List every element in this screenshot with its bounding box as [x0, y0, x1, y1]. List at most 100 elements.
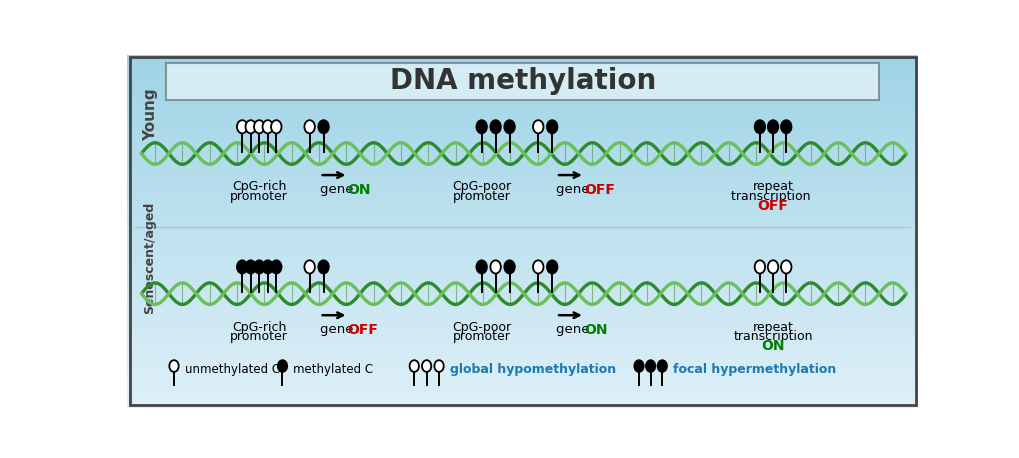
Ellipse shape: [533, 260, 543, 273]
Bar: [127, 378, 917, 379]
Bar: [127, 101, 917, 103]
Bar: [127, 103, 917, 104]
Ellipse shape: [277, 360, 287, 372]
Bar: [127, 402, 917, 404]
Text: repeat: repeat: [752, 180, 793, 193]
Bar: [127, 328, 917, 330]
Bar: [127, 270, 917, 272]
Text: CpG-rich: CpG-rich: [232, 321, 286, 333]
Bar: [127, 360, 917, 362]
Text: gene: gene: [555, 323, 593, 336]
Bar: [127, 76, 917, 78]
Bar: [127, 344, 917, 346]
Bar: [127, 180, 917, 182]
Text: CpG-poor: CpG-poor: [451, 180, 511, 193]
Bar: [127, 277, 917, 279]
Bar: [127, 300, 917, 302]
Bar: [127, 337, 917, 339]
Ellipse shape: [476, 260, 486, 273]
Ellipse shape: [503, 120, 515, 133]
Bar: [127, 148, 917, 150]
Bar: [127, 145, 917, 147]
Ellipse shape: [645, 360, 654, 372]
Bar: [127, 304, 917, 305]
Ellipse shape: [318, 260, 328, 273]
Bar: [127, 395, 917, 397]
Bar: [127, 73, 917, 74]
Ellipse shape: [246, 120, 256, 133]
Text: OFF: OFF: [757, 199, 788, 213]
Text: repeat: repeat: [752, 321, 793, 333]
Bar: [127, 305, 917, 307]
Bar: [127, 374, 917, 376]
Bar: [127, 327, 917, 328]
Text: focal hypermethylation: focal hypermethylation: [673, 363, 836, 376]
Bar: [127, 78, 917, 80]
Bar: [127, 390, 917, 392]
Text: ON: ON: [584, 323, 607, 337]
Bar: [127, 229, 917, 231]
Bar: [127, 207, 917, 208]
Bar: [127, 268, 917, 270]
Bar: [127, 90, 917, 92]
Text: CpG-rich: CpG-rich: [232, 180, 286, 193]
Ellipse shape: [533, 120, 543, 133]
Bar: [127, 321, 917, 323]
Bar: [127, 187, 917, 189]
Bar: [127, 64, 917, 65]
Text: Senescent/aged: Senescent/aged: [143, 202, 156, 314]
Bar: [127, 369, 917, 371]
Ellipse shape: [754, 260, 764, 273]
Bar: [127, 358, 917, 360]
Bar: [127, 82, 917, 83]
Bar: [127, 189, 917, 191]
FancyBboxPatch shape: [166, 63, 878, 100]
Ellipse shape: [634, 360, 643, 372]
Ellipse shape: [657, 360, 666, 372]
Bar: [127, 263, 917, 265]
Bar: [127, 346, 917, 348]
Text: transcription: transcription: [733, 330, 812, 343]
Bar: [127, 117, 917, 119]
Bar: [127, 217, 917, 219]
Bar: [127, 159, 917, 161]
Bar: [127, 71, 917, 73]
Text: gene: gene: [319, 183, 357, 196]
Ellipse shape: [781, 260, 791, 273]
Bar: [127, 365, 917, 367]
Bar: [127, 240, 917, 242]
Text: methylated C: methylated C: [293, 363, 373, 376]
Bar: [127, 284, 917, 286]
Bar: [127, 161, 917, 163]
Bar: [127, 120, 917, 122]
Bar: [127, 258, 917, 260]
Bar: [127, 213, 917, 215]
Bar: [127, 296, 917, 298]
Ellipse shape: [767, 260, 777, 273]
Ellipse shape: [781, 120, 791, 133]
Bar: [127, 348, 917, 349]
Ellipse shape: [304, 260, 315, 273]
Text: promoter: promoter: [452, 190, 511, 203]
Bar: [127, 221, 917, 223]
Bar: [127, 67, 917, 69]
Text: Young: Young: [143, 89, 158, 142]
Bar: [127, 325, 917, 327]
Bar: [127, 127, 917, 129]
Bar: [127, 392, 917, 393]
Text: unmethylated C: unmethylated C: [184, 363, 279, 376]
Bar: [127, 200, 917, 202]
Bar: [127, 157, 917, 159]
Bar: [127, 260, 917, 261]
Bar: [127, 404, 917, 406]
Ellipse shape: [262, 120, 273, 133]
Bar: [127, 265, 917, 267]
Bar: [127, 184, 917, 185]
Bar: [127, 96, 917, 97]
Bar: [127, 226, 917, 228]
Bar: [127, 60, 917, 62]
Bar: [127, 228, 917, 229]
Bar: [127, 194, 917, 196]
Text: CpG-poor: CpG-poor: [451, 321, 511, 333]
Bar: [127, 99, 917, 101]
